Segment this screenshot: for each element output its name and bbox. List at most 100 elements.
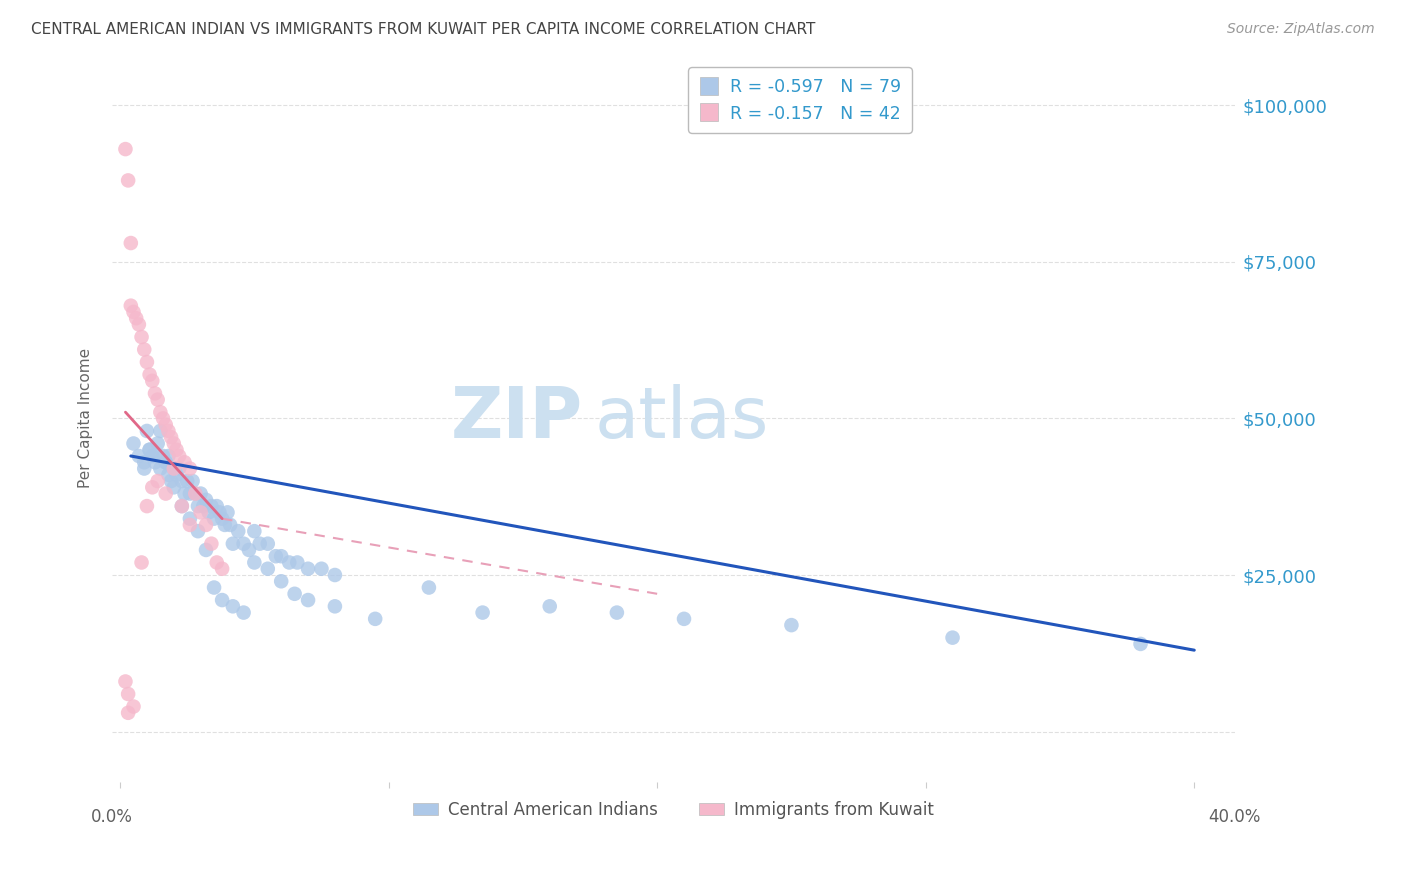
Point: [311, 562, 333, 576]
Text: ZIP: ZIP: [451, 384, 583, 453]
Point: [243, 556, 266, 570]
Point: [134, 461, 156, 475]
Point: [323, 568, 346, 582]
Point: [157, 449, 180, 463]
Point: [114, 674, 136, 689]
Point: [163, 461, 186, 475]
Point: [179, 517, 201, 532]
Point: [780, 618, 803, 632]
Point: [122, 305, 145, 319]
Point: [195, 543, 218, 558]
Point: [117, 706, 139, 720]
Point: [125, 311, 148, 326]
Point: [270, 574, 292, 589]
Point: [179, 461, 201, 475]
Point: [128, 449, 150, 463]
Point: [211, 562, 233, 576]
Point: [160, 474, 183, 488]
Point: [181, 474, 204, 488]
Point: [155, 455, 177, 469]
Point: [146, 436, 169, 450]
Point: [167, 449, 190, 463]
Point: [146, 392, 169, 407]
Point: [122, 436, 145, 450]
Point: [173, 486, 195, 500]
Point: [163, 480, 186, 494]
Point: [184, 486, 207, 500]
Point: [264, 549, 287, 564]
Point: [155, 417, 177, 432]
Text: CENTRAL AMERICAN INDIAN VS IMMIGRANTS FROM KUWAIT PER CAPITA INCOME CORRELATION : CENTRAL AMERICAN INDIAN VS IMMIGRANTS FR…: [31, 22, 815, 37]
Point: [202, 511, 225, 525]
Point: [238, 543, 260, 558]
Point: [120, 235, 142, 250]
Point: [364, 612, 387, 626]
Point: [208, 505, 231, 519]
Point: [143, 386, 166, 401]
Point: [179, 486, 201, 500]
Point: [418, 581, 440, 595]
Point: [170, 499, 193, 513]
Point: [202, 581, 225, 595]
Point: [217, 505, 239, 519]
Point: [211, 511, 233, 525]
Point: [138, 442, 160, 457]
Point: [232, 606, 254, 620]
Point: [297, 593, 319, 607]
Point: [222, 599, 245, 614]
Point: [149, 461, 172, 475]
Point: [538, 599, 561, 614]
Point: [134, 455, 156, 469]
Point: [214, 517, 236, 532]
Point: [122, 699, 145, 714]
Point: [120, 299, 142, 313]
Point: [143, 455, 166, 469]
Point: [114, 142, 136, 156]
Point: [163, 461, 186, 475]
Point: [284, 587, 307, 601]
Point: [163, 436, 186, 450]
Point: [117, 687, 139, 701]
Point: [157, 467, 180, 482]
Point: [278, 556, 301, 570]
Point: [149, 405, 172, 419]
Point: [471, 606, 494, 620]
Point: [155, 486, 177, 500]
Point: [146, 474, 169, 488]
Y-axis label: Per Capita Income: Per Capita Income: [79, 349, 93, 489]
Point: [138, 368, 160, 382]
Point: [243, 524, 266, 538]
Point: [176, 474, 198, 488]
Point: [323, 599, 346, 614]
Point: [136, 424, 159, 438]
Point: [200, 537, 222, 551]
Point: [166, 467, 188, 482]
Point: [187, 524, 209, 538]
Point: [157, 424, 180, 438]
Point: [134, 343, 156, 357]
Point: [149, 424, 172, 438]
Point: [197, 505, 219, 519]
Point: [249, 537, 271, 551]
Point: [606, 606, 628, 620]
Point: [152, 411, 174, 425]
Point: [131, 330, 153, 344]
Point: [170, 474, 193, 488]
Point: [941, 631, 963, 645]
Point: [232, 537, 254, 551]
Point: [222, 537, 245, 551]
Point: [117, 173, 139, 187]
Point: [285, 556, 308, 570]
Text: Source: ZipAtlas.com: Source: ZipAtlas.com: [1227, 22, 1375, 37]
Point: [152, 449, 174, 463]
Point: [136, 355, 159, 369]
Point: [190, 486, 212, 500]
Legend: Central American Indians, Immigrants from Kuwait: Central American Indians, Immigrants fro…: [406, 795, 941, 826]
Point: [141, 449, 163, 463]
Point: [200, 499, 222, 513]
Point: [187, 499, 209, 513]
Point: [167, 461, 190, 475]
Point: [195, 517, 218, 532]
Point: [1129, 637, 1152, 651]
Point: [672, 612, 695, 626]
